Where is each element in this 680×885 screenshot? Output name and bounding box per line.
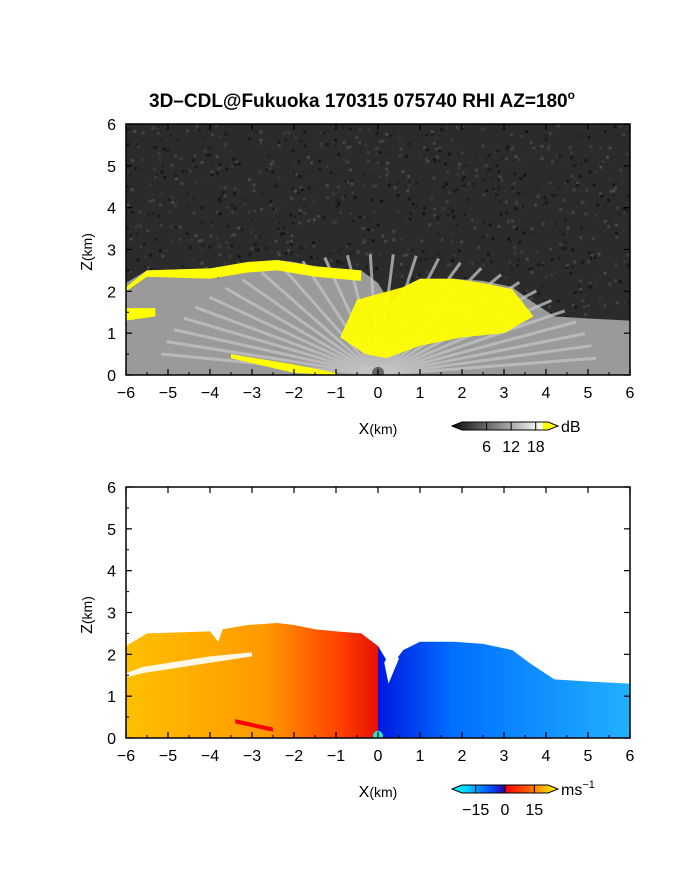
x-tick-label: 5 [584,748,593,765]
chart-title: 3D–CDL@Fukuoka 170315 075740 RHI AZ=180o [149,88,575,112]
y-tick-label: 5 [107,159,116,176]
x-tick-label: −6 [117,748,135,765]
x-tick-label: 3 [500,748,509,765]
y-tick-label: 3 [107,606,116,623]
x-tick-label: 1 [416,385,425,402]
colorbar-tick-label: 18 [527,439,545,456]
x-tick-label: −6 [117,385,135,402]
x-tick-label: 5 [584,385,593,402]
x-tick-label: −4 [201,748,219,765]
x-tick-label: 0 [374,385,383,402]
x-tick-label: −5 [159,748,177,765]
y-tick-label: 2 [107,647,116,664]
x-tick-label: −1 [327,385,345,402]
x-tick-label: 6 [626,748,635,765]
y-tick-label: 4 [107,201,116,218]
x-tick-label: 2 [458,748,467,765]
x-axis-label: X(km) [359,421,398,438]
y-tick-label: 4 [107,564,116,581]
x-axis-label: X(km) [359,784,398,801]
colorbar-unit: dB [561,419,581,436]
y-axis-label: Z(km) [79,596,96,634]
colorbar-bar [450,421,560,431]
positive-velocity-region [126,622,378,738]
velocity-panel: −6 −5 −4 −3 −2 −1 0 1 2 3 4 5 6 0 1 2 3 4 5 6 Z(km) X(km) −… [79,480,635,819]
x-tick-label: 4 [542,748,551,765]
colorbar-tick-label: 15 [525,802,543,819]
x-tick-label: −1 [327,748,345,765]
x-tick-label: −2 [285,748,303,765]
x-tick-label: 2 [458,385,467,402]
y-tick-label: 5 [107,522,116,539]
x-tick-label: −2 [285,385,303,402]
y-tick-label: 1 [107,689,116,706]
colorbar-tick-label: −15 [462,802,489,819]
colorbar-tick-label: 6 [482,439,491,456]
colorbar-tick-label: 12 [502,439,520,456]
colorbar-tick-label: 0 [501,802,510,819]
x-tick-label: 6 [626,385,635,402]
backscatter-colorbar: 6 12 18 dB [450,419,581,456]
x-tick-label: 0 [374,748,383,765]
x-tick-label: −3 [243,748,261,765]
y-tick-label: 6 [107,117,116,134]
high-intensity-regions [126,259,534,375]
y-tick-label: 0 [107,368,116,385]
x-tick-label: −4 [201,385,219,402]
y-tick-label: 2 [107,284,116,301]
x-tick-label: −3 [243,385,261,402]
x-tick-label: 4 [542,385,551,402]
x-tick-label: 1 [416,748,425,765]
y-tick-label: 6 [107,480,116,497]
y-axis-label: Z(km) [79,233,96,271]
velocity-colorbar: −15 0 15 ms−1 [450,779,595,819]
y-tick-label: 0 [107,731,116,748]
y-tick-label: 3 [107,243,116,260]
colorbar-unit: ms−1 [561,779,595,799]
x-tick-label: −5 [159,385,177,402]
x-tick-label: 3 [500,385,509,402]
negative-velocity-region [378,641,630,738]
y-tick-label: 1 [107,326,116,343]
